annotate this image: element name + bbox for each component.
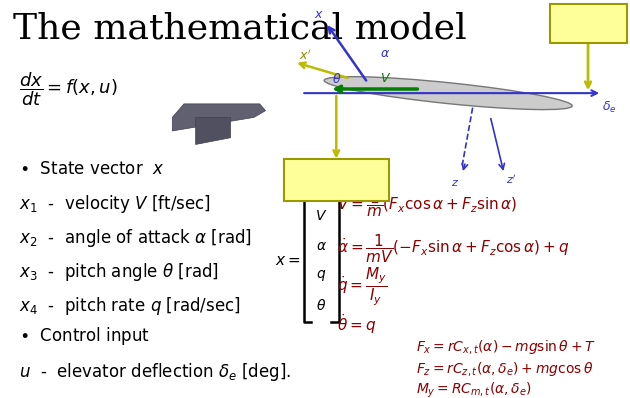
Ellipse shape xyxy=(324,77,572,109)
Text: $\alpha$: $\alpha$ xyxy=(381,47,390,60)
Text: $M_y = RC_{m,t}(\alpha, \delta_e)$: $M_y = RC_{m,t}(\alpha, \delta_e)$ xyxy=(416,381,532,398)
Text: $\alpha$: $\alpha$ xyxy=(316,239,327,253)
Text: $x'$: $x'$ xyxy=(299,49,311,63)
Text: $\dot{q} = \dfrac{M_y}{I_y}$: $\dot{q} = \dfrac{M_y}{I_y}$ xyxy=(337,266,387,308)
Text: $\dot{\theta} = q$: $\dot{\theta} = q$ xyxy=(337,312,376,336)
Text: $\dfrac{dx}{dt} = f(x, u)$: $\dfrac{dx}{dt} = f(x, u)$ xyxy=(19,71,117,108)
FancyBboxPatch shape xyxy=(284,159,389,201)
Text: $\dot{V} = \dfrac{1}{m}(F_x \cos\alpha + F_z \sin\alpha)$: $\dot{V} = \dfrac{1}{m}(F_x \cos\alpha +… xyxy=(337,189,517,219)
Text: $\theta$: $\theta$ xyxy=(331,72,341,86)
Text: $\delta_e$: $\delta_e$ xyxy=(602,100,616,115)
Text: $q$: $q$ xyxy=(316,268,326,283)
Text: $\bullet$  Control input: $\bullet$ Control input xyxy=(19,325,150,347)
Text: $V$: $V$ xyxy=(315,209,328,223)
Text: $z'$: $z'$ xyxy=(506,174,517,187)
Text: The mathematical model: The mathematical model xyxy=(13,12,466,46)
Text: $F_x = rC_{x,t}(\alpha) - mg\sin\theta + T$: $F_x = rC_{x,t}(\alpha) - mg\sin\theta +… xyxy=(416,338,595,356)
Text: $\dot{\alpha} = \dfrac{1}{mV}(-F_x \sin\alpha + F_z \cos\alpha) + q$: $\dot{\alpha} = \dfrac{1}{mV}(-F_x \sin\… xyxy=(337,232,569,265)
Text: $V$: $V$ xyxy=(380,72,391,85)
Text: $u$  -  elevator deflection $\delta_e$ [deg].: $u$ - elevator deflection $\delta_e$ [de… xyxy=(19,361,291,383)
FancyBboxPatch shape xyxy=(549,4,626,43)
Text: $\bullet$  State vector  $x$: $\bullet$ State vector $x$ xyxy=(19,160,164,178)
Text: $x$: $x$ xyxy=(314,8,324,21)
Text: $u = \delta_e$: $u = \delta_e$ xyxy=(571,17,605,31)
Text: $x_3$  -  pitch angle $\theta$ [rad]: $x_3$ - pitch angle $\theta$ [rad] xyxy=(19,261,219,283)
Text: $\theta$: $\theta$ xyxy=(316,298,326,312)
Text: $x_1$  -  velocity $V$ [ft/sec]: $x_1$ - velocity $V$ [ft/sec] xyxy=(19,193,210,215)
Text: $F_z = rC_{z,t}(\alpha, \delta_e) + mg\cos\theta$: $F_z = rC_{z,t}(\alpha, \delta_e) + mg\c… xyxy=(416,360,593,378)
Polygon shape xyxy=(173,104,265,131)
Text: $y = 57.3\theta$: $y = 57.3\theta$ xyxy=(310,173,363,187)
Text: $x =$: $x =$ xyxy=(275,253,301,268)
Text: $x_2$  -  angle of attack $\alpha$ [rad]: $x_2$ - angle of attack $\alpha$ [rad] xyxy=(19,227,252,249)
Polygon shape xyxy=(195,117,231,144)
Text: $z$: $z$ xyxy=(451,178,459,188)
Text: $x_4$  -  pitch rate $q$ [rad/sec]: $x_4$ - pitch rate $q$ [rad/sec] xyxy=(19,295,241,318)
